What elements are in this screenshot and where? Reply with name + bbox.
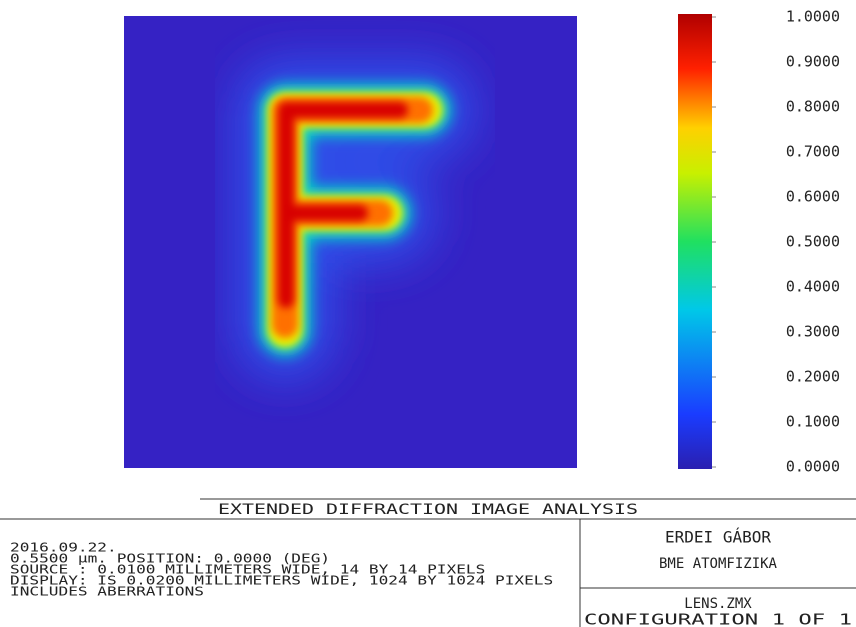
tick-label: 0.5000 [786,233,840,251]
tick-label: 1.0000 [786,8,840,26]
diffraction-image [124,16,577,468]
tick-label: 0.6000 [786,188,840,206]
colorbar [678,14,712,469]
configuration: CONFIGURATION 1 OF 1 [584,611,852,627]
tick-label: 0.7000 [786,143,840,161]
page: 1.0000 0.9000 0.8000 0.7000 0.6000 0.5000 0.40… [0,0,856,627]
info-lines: 2016.09.22.0.5500 µm. POSITION: 0.0000 (… [10,541,553,599]
tick-label: 0.0000 [786,458,840,476]
footer-title: EXTENDED DIFFRACTION IMAGE ANALYSIS [218,502,638,518]
author: ERDEI GÁBOR [665,528,771,547]
colorbar-ticks: 1.0000 0.9000 0.8000 0.7000 0.6000 0.5000 0.40… [712,8,840,476]
tick-label: 0.9000 [786,53,840,71]
tick-label: 0.3000 [786,323,840,341]
tick-label: 0.4000 [786,278,840,296]
tick-label: 0.2000 [786,368,840,386]
info-line: INCLUDES ABERRATIONS [10,585,204,599]
tick-label: 0.1000 [786,413,840,431]
footer: EXTENDED DIFFRACTION IMAGE ANALYSIS 2016… [0,499,856,627]
institution: BME ATOMFIZIKA [659,556,778,572]
tick-label: 0.8000 [786,98,840,116]
